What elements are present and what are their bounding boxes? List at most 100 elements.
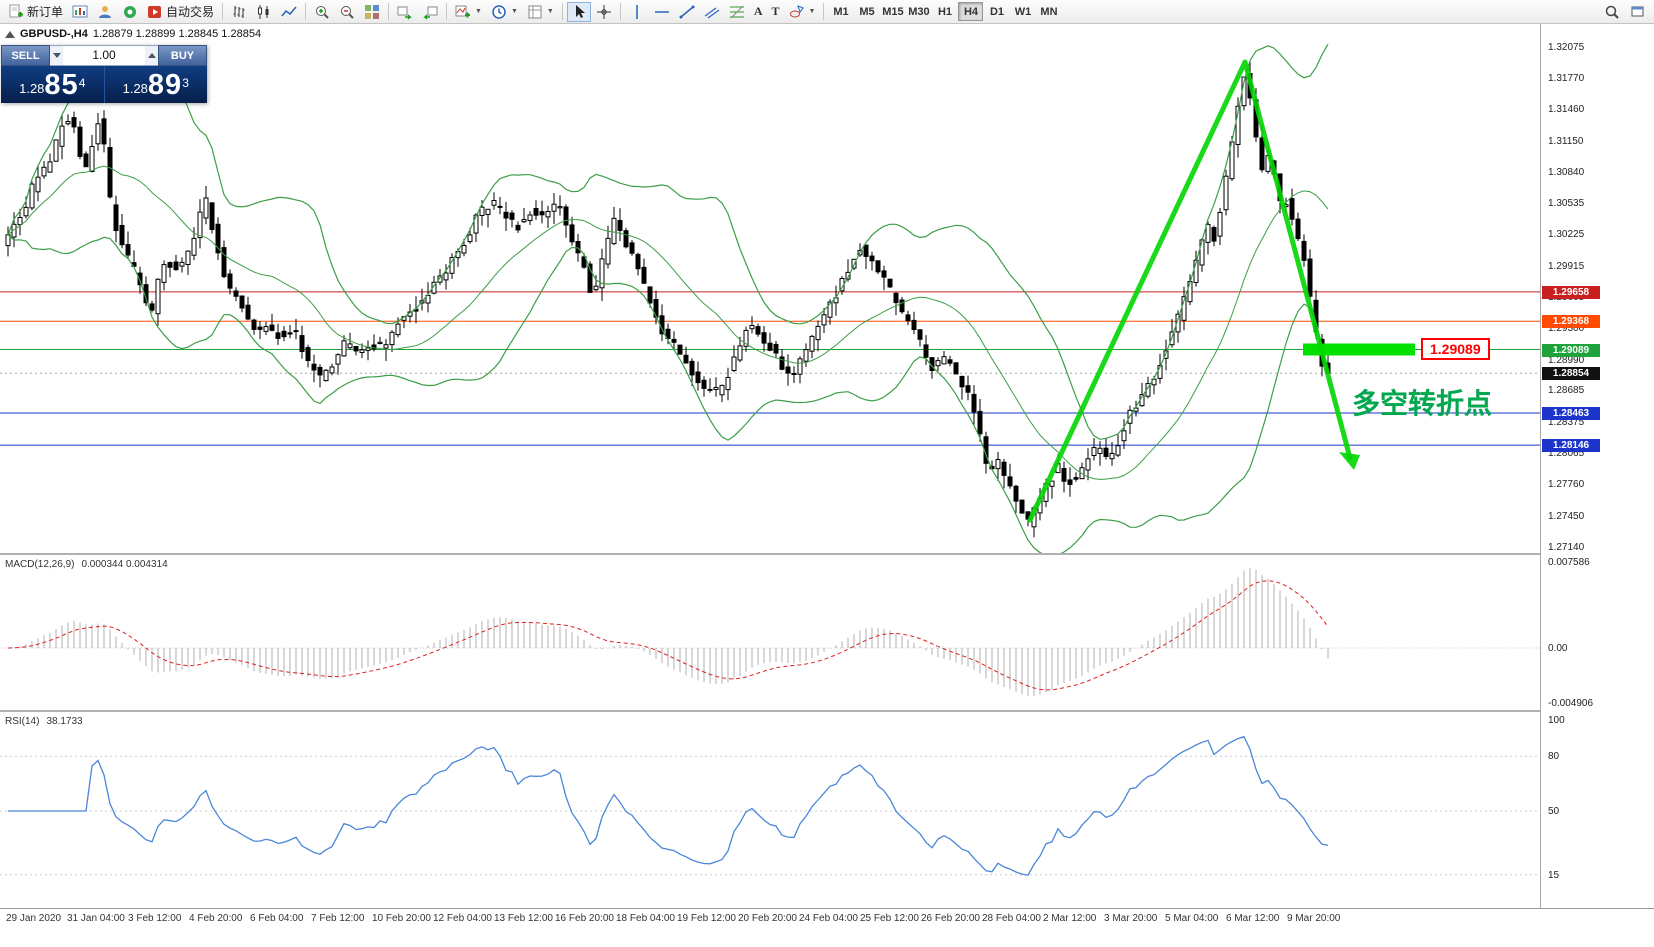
volume-decrease-button[interactable]	[50, 46, 63, 65]
time-axis-label: 28 Feb 04:00	[982, 913, 1041, 924]
macd-panel[interactable]: MACD(12,26,9) 0.000344 0.004314	[0, 555, 1540, 710]
autotrading-label: 自动交易	[166, 5, 215, 19]
toolbar-separator	[823, 3, 825, 20]
line-chart-button[interactable]	[277, 2, 301, 22]
dropdown-caret[interactable]: ▼	[510, 8, 518, 15]
buy-button[interactable]: BUY	[158, 45, 207, 66]
timeframe-m5-button[interactable]: M5	[854, 2, 879, 21]
periods-button[interactable]: ▼	[487, 2, 522, 22]
search-icon	[1604, 4, 1620, 20]
bar-chart-button[interactable]	[227, 2, 251, 22]
vertical-line-tool-button[interactable]	[625, 2, 649, 22]
time-axis-label: 16 Feb 20:00	[555, 913, 614, 924]
timeframe-m15-button[interactable]: M15	[880, 2, 905, 21]
price-scale-label: 1.31460	[1548, 104, 1585, 115]
rsi-panel[interactable]: RSI(14) 38.1733	[0, 712, 1540, 908]
chart-shift-button[interactable]	[418, 2, 442, 22]
candlestick-chart-icon	[256, 4, 272, 20]
price-scale-label: 1.28990	[1548, 355, 1585, 366]
timeframe-m1-button[interactable]: M1	[828, 2, 853, 21]
time-axis-label: 9 Mar 20:00	[1287, 913, 1341, 924]
timeframe-mn-button[interactable]: MN	[1036, 2, 1061, 21]
price-divider	[103, 66, 105, 103]
new-order-icon	[8, 4, 24, 20]
trend-annotation[interactable]: 多空转折点	[1352, 388, 1493, 419]
current-price-tag: 1.28854	[1542, 367, 1600, 380]
price-chart-panel[interactable]: GBPUSD-,H4 1.28879 1.28899 1.28845 1.288…	[0, 24, 1540, 553]
volume-input[interactable]: 1.00	[92, 48, 116, 62]
time-axis-label: 31 Jan 04:00	[67, 913, 125, 924]
timeframe-w1-button[interactable]: W1	[1010, 2, 1035, 21]
zoom-in-button[interactable]	[310, 2, 334, 22]
volume-decrease-icon	[52, 53, 61, 58]
time-axis-label: 18 Feb 04:00	[616, 913, 675, 924]
auto-scroll-button[interactable]	[393, 2, 417, 22]
buy-price-pip: 3	[182, 76, 189, 90]
buy-price-display[interactable]: 1.28 89 3	[105, 66, 208, 103]
timeframe-d1-button[interactable]: D1	[984, 2, 1009, 21]
shapes-tool-button[interactable]: ▼	[785, 2, 820, 22]
macd-scale-label: -0.004906	[1548, 698, 1594, 709]
sell-price-display[interactable]: 1.28 85 4	[1, 66, 104, 103]
layout-icon	[1630, 4, 1646, 20]
price-scale-label: 1.31770	[1548, 73, 1585, 84]
dropdown-caret[interactable]: ▼	[475, 8, 482, 15]
sell-button[interactable]: SELL	[1, 45, 50, 66]
templates-button[interactable]: ▼	[523, 2, 558, 22]
layout-button[interactable]	[1626, 2, 1650, 22]
trendline-icon	[679, 4, 695, 20]
time-axis-label: 24 Feb 04:00	[799, 913, 858, 924]
time-axis-label: 26 Feb 20:00	[921, 913, 980, 924]
candlestick-chart-button[interactable]	[252, 2, 276, 22]
crosshair-tool-button[interactable]	[592, 2, 616, 22]
price-scale-label: 1.32075	[1548, 42, 1585, 53]
timeframe-h1-button[interactable]: H1	[932, 2, 957, 21]
price-scale-label: 1.28375	[1548, 417, 1585, 428]
macd-chart[interactable]	[0, 555, 1540, 710]
dropdown-caret[interactable]: ▼	[808, 8, 816, 15]
toolbar-separator	[446, 3, 448, 20]
label-tool-button[interactable]: T	[768, 2, 784, 22]
buy-price-prefix: 1.28	[122, 81, 148, 96]
symbol-ohlc-quotes: 1.28879 1.28899 1.28845 1.28854	[92, 28, 262, 40]
price-level-flag[interactable]: 1.29089	[1421, 338, 1490, 360]
zoom-out-button[interactable]	[335, 2, 359, 22]
panel-resize-separator[interactable]	[0, 553, 1654, 555]
fibonacci-tool-button[interactable]	[725, 2, 749, 22]
price-scale-label: 1.29915	[1548, 261, 1585, 272]
one-click-trading-collapse-icon[interactable]	[5, 30, 15, 38]
community-button[interactable]	[118, 2, 142, 22]
trendline-tool-button[interactable]	[675, 2, 699, 22]
time-axis-label: 10 Feb 20:00	[372, 913, 431, 924]
panel-resize-separator[interactable]	[0, 710, 1654, 712]
chart-window-button[interactable]	[68, 2, 92, 22]
price-scale-label: 1.27450	[1548, 511, 1585, 522]
profiles-button[interactable]	[93, 2, 117, 22]
line-chart-icon	[281, 4, 297, 20]
search-button[interactable]	[1600, 2, 1624, 22]
volume-box: 1.00	[50, 45, 158, 66]
price-chart[interactable]	[0, 24, 1540, 553]
symbol-name: GBPUSD-,H4	[20, 28, 88, 40]
price-scale[interactable]: 1.32075 1.31770 1.31460 1.31150 1.30840 1.305…	[1540, 24, 1654, 908]
channel-tool-button[interactable]	[700, 2, 724, 22]
autotrading-button[interactable]: 自动交易	[143, 2, 218, 22]
toolbar: 新订单 自动交易 ▼ ▼ ▼ A T ▼	[0, 0, 1654, 24]
new-order-button[interactable]: 新订单	[4, 2, 67, 22]
volume-increase-button[interactable]	[145, 46, 158, 65]
label-tool-icon: T	[771, 4, 780, 18]
dropdown-caret[interactable]: ▼	[546, 8, 554, 15]
timeframe-m30-button[interactable]: M30	[906, 2, 931, 21]
symbol-info: GBPUSD-,H4 1.28879 1.28899 1.28845 1.288…	[5, 28, 261, 40]
time-axis[interactable]: 29 Jan 2020 31 Jan 04:00 3 Feb 12:00 4 Feb …	[0, 908, 1654, 932]
text-tool-button[interactable]: A	[750, 2, 767, 22]
horizontal-line-tool-button[interactable]	[650, 2, 674, 22]
indicators-button[interactable]: ▼	[451, 2, 486, 22]
rsi-chart[interactable]	[0, 712, 1540, 908]
timeframe-h4-button[interactable]: H4	[958, 2, 984, 21]
cursor-tool-button[interactable]	[566, 1, 591, 22]
time-axis-label: 6 Feb 04:00	[250, 913, 304, 924]
tile-windows-button[interactable]	[360, 2, 384, 22]
time-axis-label: 20 Feb 20:00	[738, 913, 797, 924]
